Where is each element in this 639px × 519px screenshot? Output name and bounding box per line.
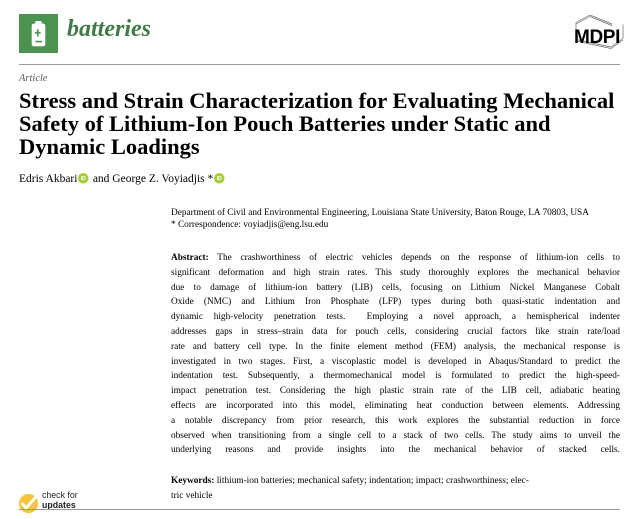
svg-text:iD: iD: [217, 176, 222, 182]
svg-text:iD: iD: [81, 176, 86, 182]
